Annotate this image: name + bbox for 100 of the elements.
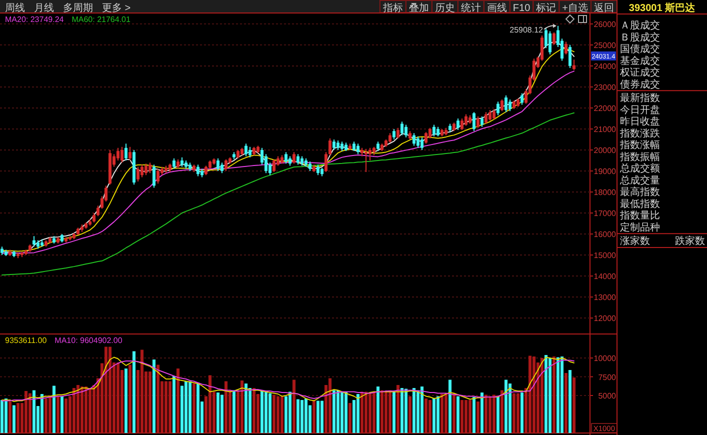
bar (572, 378, 576, 433)
bar (372, 392, 376, 433)
bar (76, 385, 80, 433)
candlestick (156, 168, 160, 184)
bar (240, 380, 244, 433)
bar (452, 393, 456, 433)
bar (420, 386, 424, 433)
bar (40, 394, 44, 433)
menu-button: 统计 (457, 0, 484, 14)
bar (108, 346, 112, 433)
candlestick (128, 146, 132, 161)
text: 基金成交 (620, 54, 660, 67)
candlestick (316, 164, 320, 176)
bar (392, 392, 396, 433)
candlestick (496, 101, 500, 116)
candlestick (244, 143, 248, 157)
legend: 9353611.00 MA10: 9604902.00 (5, 336, 122, 345)
menu-button: F10 (509, 0, 534, 14)
bar (440, 394, 444, 433)
bar (180, 386, 184, 433)
y-tick-label: 26000 (594, 20, 617, 29)
menu-button: 返回 (590, 0, 618, 14)
bar (340, 392, 344, 433)
candlestick (140, 164, 144, 178)
annotation: F10 (512, 3, 531, 14)
text: 总成交量 (619, 174, 660, 186)
candlestick (500, 99, 504, 112)
candlestick (544, 28, 548, 49)
text: 今日开盘 (620, 104, 660, 116)
bar (464, 400, 468, 433)
bar (232, 390, 236, 433)
bar (540, 358, 544, 433)
bar (552, 356, 556, 433)
bar (380, 390, 384, 433)
candlestick (368, 147, 372, 161)
candlestick (216, 158, 220, 172)
bar (332, 390, 336, 433)
candlestick (92, 212, 96, 223)
menu-button: 画线 (483, 0, 510, 14)
bar (388, 390, 392, 433)
annotation: 25908.12 (510, 25, 544, 34)
candlestick (204, 165, 208, 176)
candlestick (148, 162, 152, 174)
bar (404, 388, 408, 433)
candlestick (388, 132, 392, 144)
bar (532, 356, 536, 433)
bar (556, 357, 560, 433)
bar (472, 397, 476, 433)
y-tick-label: 22000 (594, 104, 617, 113)
candlestick (548, 30, 552, 55)
y-tick-label: 19000 (594, 166, 617, 176)
annotation: 月线 (34, 2, 54, 14)
bar (104, 346, 108, 433)
y-tick-label: 14000 (594, 272, 617, 282)
bar (292, 380, 296, 433)
bar (164, 381, 168, 433)
candlestick (352, 141, 356, 152)
candlestick (336, 140, 340, 150)
bar (124, 368, 128, 433)
bar (416, 390, 420, 433)
bar (284, 396, 288, 433)
text: 涨家数 (620, 235, 650, 247)
candlestick (324, 152, 328, 173)
bar (24, 391, 28, 433)
text: Ｂ股成交 (620, 31, 660, 44)
bar (320, 400, 324, 433)
annotation: 历史 (434, 2, 455, 14)
bar (312, 400, 316, 433)
text: 指数量比 (619, 210, 660, 222)
candlestick (572, 59, 576, 71)
text: 跌家数 (675, 235, 705, 247)
candlestick (176, 158, 180, 170)
candlestick (120, 146, 124, 164)
bar (548, 358, 552, 433)
bar (52, 386, 56, 433)
bar (84, 386, 88, 433)
bar (192, 384, 196, 433)
bar (508, 384, 512, 433)
bar (408, 396, 412, 433)
bar (252, 388, 256, 433)
candlestick (432, 124, 436, 137)
bar (568, 370, 572, 433)
candlestick (308, 161, 312, 172)
text: 总成交额 (619, 162, 660, 174)
bar (188, 381, 192, 433)
candlestick (508, 99, 512, 112)
bar (400, 388, 404, 433)
candlestick (404, 124, 408, 138)
text: 最新指数 (620, 92, 660, 104)
bar (376, 386, 380, 433)
candlestick (364, 148, 368, 173)
text: 国债成交 (620, 43, 660, 55)
candlestick (456, 118, 460, 131)
bar (152, 360, 156, 433)
bar (156, 364, 160, 433)
bar (496, 396, 500, 433)
bar (476, 402, 480, 433)
bar (516, 393, 520, 433)
bar (500, 390, 504, 433)
bar (444, 393, 448, 433)
